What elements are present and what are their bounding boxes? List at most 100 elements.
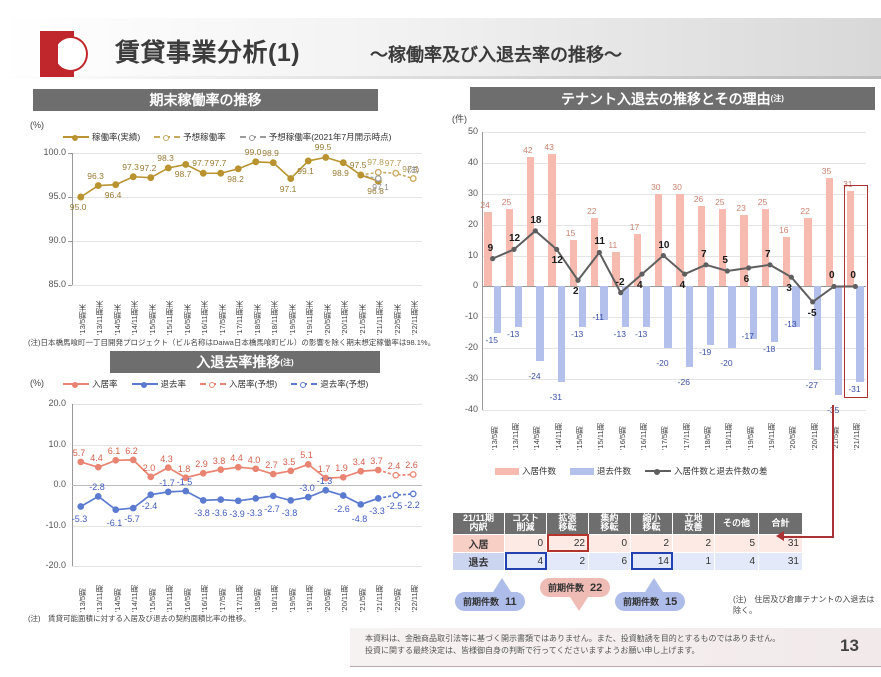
x-tick-label: '17/5期 (660, 426, 670, 450)
table-row: 入居 0 22 0 2 2 5 31 (452, 533, 803, 553)
occupancy-y-unit: (%) (30, 120, 44, 130)
legend-label: 予想稼働率 (183, 132, 226, 142)
occupancy-value-label: 98.2 (227, 173, 244, 184)
move-out-rate-label: -2.6 (334, 503, 350, 514)
move-out-rate-label: -3.0 (299, 483, 315, 494)
legend-item: 予想稼働率 (154, 131, 226, 143)
gridline (482, 193, 866, 195)
move-out-rate-forecast-label: -2.2 (404, 499, 420, 510)
x-tick-label: '17/5期 (217, 588, 227, 612)
x-tick-label: '13/5期末 (77, 303, 87, 335)
x-tick-label: '15/11期末 (165, 300, 175, 335)
table-header-row: 21/11期 内訳 コスト 削減 拡張 移転 集約 移転 縮小 移転 立地 改善 その他 合計 (452, 512, 803, 535)
bar-label-move-out: -20 (656, 358, 669, 369)
rate-legend: 入居率 退去率 入居率(予想) 退去率(予想) (63, 378, 377, 390)
move-out-rate-label: -3.3 (246, 508, 263, 519)
table-cell: 5 (714, 533, 759, 553)
legend-label: 退去率(予想) (320, 379, 369, 389)
x-tick-label: '19/5期 (287, 588, 297, 612)
occupancy-value-label: 96.4 (104, 189, 122, 200)
move-in-rate-label: 5.7 (72, 447, 86, 458)
x-tick-label: '17/11期末 (235, 300, 245, 335)
bar-label-move-out: -13 (571, 328, 584, 339)
x-tick-label: '13/5期 (489, 426, 499, 450)
occupancy-value-label: 98.9 (332, 167, 349, 178)
y-tick-mark (68, 285, 72, 286)
difference-label: 18 (530, 214, 542, 226)
difference-label: 5 (722, 255, 728, 266)
gridline (72, 285, 422, 286)
bar-move-in (676, 193, 684, 287)
gridline (72, 444, 422, 446)
occupancy-value-label: 98.9 (262, 147, 279, 158)
callout-tail (645, 578, 663, 592)
difference-label: 4 (679, 280, 686, 292)
x-tick-label: '18/11期 (724, 422, 734, 450)
x-tick-label: '19/5期末 (287, 303, 297, 335)
callout-value: 22 (590, 581, 603, 594)
bar-label-move-in: 30 (651, 181, 661, 192)
table-cell: 2 (630, 533, 673, 553)
move-out-rate-forecast-label: -2.5 (386, 501, 403, 512)
bar-move-out (749, 286, 757, 339)
legend-label: 退去率 (160, 379, 187, 389)
legend-marker (72, 382, 78, 388)
company-logo-icon (40, 31, 88, 77)
move-out-rate-label: -3.3 (369, 506, 385, 517)
bar-move-in (783, 237, 791, 287)
y-tick-label: 10 (467, 249, 478, 260)
bar-label-move-in: 43 (544, 141, 554, 152)
move-out-rate-label: -2.8 (89, 482, 105, 493)
occupancy-forecast-label: 97.8 (367, 157, 384, 168)
move-in-rate-forecast-label: 2.4 (387, 461, 401, 472)
bar-move-out (536, 286, 544, 361)
move-in-rate-label: 1.7 (317, 464, 331, 475)
x-tick-label: '19/11期 (767, 422, 776, 450)
x-tick-label: '22/11期 (410, 584, 420, 612)
move-in-rate-label: 2.9 (195, 459, 208, 470)
table-header-cell: 合計 (758, 512, 803, 535)
table-cell: 6 (588, 551, 631, 571)
page-title: 賃貸事業分析(1) (115, 39, 301, 67)
occupancy-value-label: 97.7 (209, 158, 227, 169)
legend-line (63, 382, 89, 388)
gridline (72, 404, 422, 405)
move-out-rate-label: -3.8 (281, 508, 298, 519)
occupancy-note: (注)日本橋馬喰町一丁目開発プロジェクト（ビル名称はDaiwa日本橋馬喰町ビル）… (28, 338, 436, 347)
x-tick-label: '20/5期 (788, 426, 798, 450)
move-out-rate-label: -1.3 (316, 476, 333, 487)
occupancy-value-label: 96.3 (87, 170, 104, 181)
legend-marker (140, 382, 147, 388)
move-in-rate-label: 3.5 (282, 456, 296, 467)
difference-label: 3 (786, 283, 792, 295)
x-tick-label: '14/5期 (532, 426, 542, 450)
legend-item: 退去率(予想) (291, 378, 368, 390)
x-tick-label: '15/5期 (575, 426, 584, 450)
bar-label-move-in: 31 (843, 178, 853, 189)
tenant-legend: 入居件数 退去件数 入居件数と退去件数の差 (495, 465, 777, 477)
table-header-cell: 拡張 移転 (546, 512, 589, 535)
gridline (482, 132, 866, 133)
x-tick-label: '18/5期 (703, 426, 712, 450)
table-chart-connector-vertical (832, 405, 834, 538)
banner-sup-move-rate: (注) (280, 357, 294, 367)
y-tick-label: 0 (472, 280, 478, 291)
move-out-rate-label: -2.4 (141, 500, 158, 511)
bar-move-out (792, 286, 800, 327)
difference-label: 12 (551, 255, 563, 267)
move-out-rate-label: -3.6 (211, 507, 228, 518)
bar-move-out (835, 286, 843, 395)
table-cell: 0 (504, 533, 547, 553)
bar-label-move-out: -13 (613, 328, 626, 339)
x-tick-label: '21/5期 (357, 588, 367, 612)
bar-move-in (847, 190, 855, 287)
difference-label: 11 (594, 236, 605, 248)
y-tick-label: -40 (464, 404, 478, 414)
x-tick-label: '20/11期末 (340, 300, 350, 335)
bar-move-out (813, 286, 821, 370)
bar-move-in (527, 156, 535, 287)
move-in-rate-forecast-label: 2.6 (405, 460, 418, 471)
move-out-rate-label: -1.7 (159, 477, 175, 488)
x-tick-label: '21/11期末 (375, 300, 385, 335)
move-out-rate-label: -6.1 (106, 517, 123, 528)
